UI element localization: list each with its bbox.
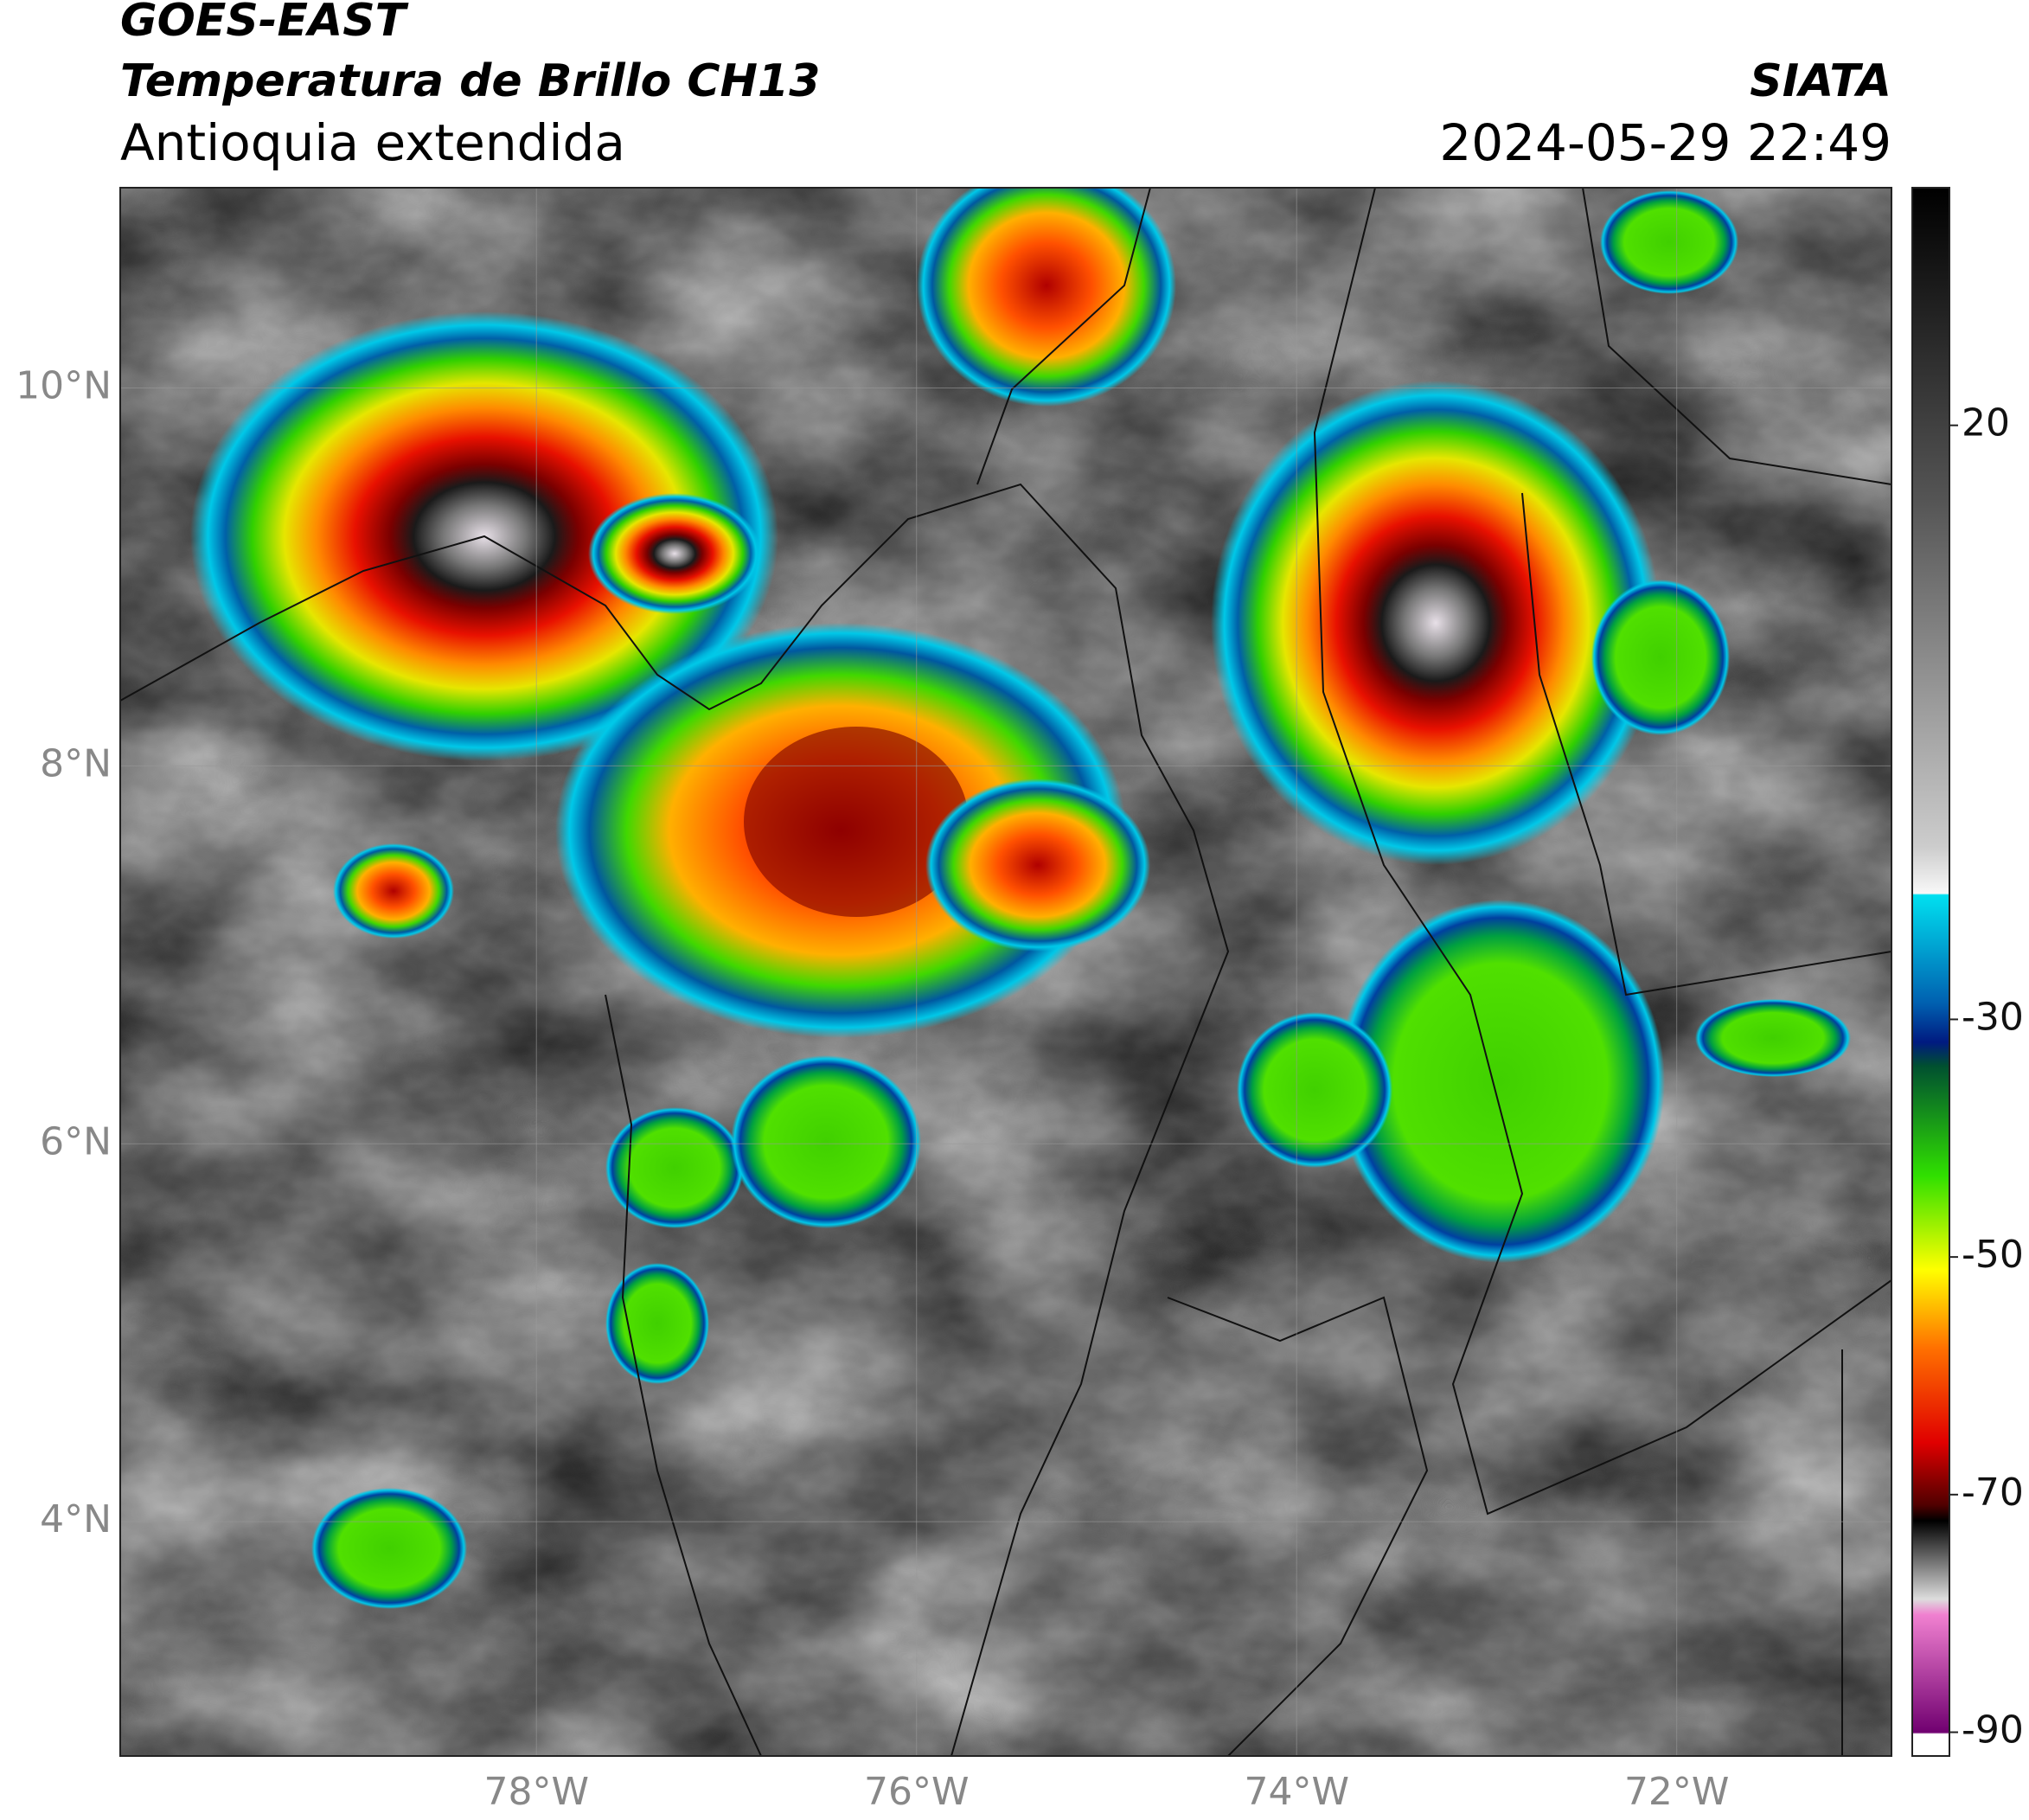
title: GOES-EAST (120, 0, 409, 47)
y-tick-label: 4°N (40, 1497, 112, 1541)
colorbar-tick-label: -50 (1962, 1233, 2024, 1277)
borders (120, 188, 1891, 1756)
x-tick-label: 78°W (483, 1770, 589, 1814)
y-tick-label: 6°N (40, 1119, 112, 1163)
map-frame (119, 187, 1892, 1757)
x-tick-label: 72°W (1624, 1770, 1730, 1814)
cloud-cluster (1591, 580, 1730, 735)
storm (925, 779, 1150, 952)
cloud-cluster (1336, 900, 1665, 1263)
storm (588, 493, 761, 614)
colorbar-tick-label: -70 (1962, 1471, 2024, 1515)
colorbar-tick-label: 20 (1962, 401, 2010, 445)
y-tick-label: 10°N (16, 364, 112, 408)
source: SIATA (1750, 55, 1891, 107)
storm (333, 843, 454, 939)
colorbar (1911, 187, 1950, 1757)
colorbar-tick-label: -90 (1962, 1708, 2024, 1753)
grid (120, 188, 1891, 1756)
cloud-cluster (311, 1488, 467, 1609)
cloud-cluster (1237, 1012, 1392, 1168)
cloud-cluster (605, 1263, 709, 1384)
storm (1211, 381, 1661, 865)
storm-core (744, 727, 969, 917)
cloud-cluster (731, 1055, 921, 1228)
map-image (120, 188, 1891, 1756)
storm (917, 188, 1176, 407)
colorbar-tick-label: -30 (1962, 995, 2024, 1039)
cloud-cluster (1600, 190, 1738, 294)
y-tick-label: 8°N (40, 741, 112, 785)
region: Antioquia extendida (120, 113, 625, 172)
datetime: 2024-05-29 22:49 (1439, 113, 1891, 172)
x-tick-label: 74°W (1244, 1770, 1349, 1814)
cloud-cluster (1695, 999, 1851, 1077)
cloud-cluster (605, 1107, 744, 1228)
subtitle: Temperatura de Brillo CH13 (120, 55, 820, 107)
x-tick-label: 76°W (864, 1770, 970, 1814)
